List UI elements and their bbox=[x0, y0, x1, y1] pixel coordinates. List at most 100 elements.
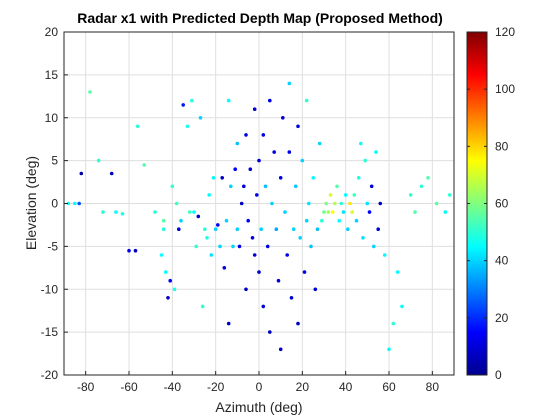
data-point bbox=[434, 201, 439, 206]
data-point bbox=[339, 201, 344, 206]
data-point bbox=[341, 210, 346, 214]
data-point bbox=[346, 227, 350, 231]
data-point bbox=[161, 227, 166, 231]
data-point bbox=[419, 184, 424, 189]
data-point bbox=[231, 244, 235, 249]
data-point bbox=[252, 107, 257, 111]
data-point bbox=[307, 201, 311, 206]
colorbar-tick-label: 100 bbox=[495, 82, 515, 96]
data-point bbox=[265, 244, 270, 249]
y-tick-label: -20 bbox=[41, 368, 59, 382]
data-point bbox=[233, 167, 237, 171]
data-point bbox=[263, 184, 268, 189]
colorbar-ticks: 0 20 40 60 80 100 120 bbox=[467, 25, 515, 382]
data-point bbox=[311, 176, 316, 180]
data-point bbox=[242, 184, 246, 189]
data-point bbox=[229, 184, 233, 189]
data-point bbox=[337, 218, 342, 223]
data-point bbox=[283, 210, 287, 214]
data-point bbox=[250, 236, 255, 240]
x-axis-label: Azimuth (deg) bbox=[215, 399, 302, 415]
y-axis-ticks: -20 -15 -10 -5 0 5 10 15 20 bbox=[41, 25, 68, 382]
data-point bbox=[326, 210, 331, 214]
data-point bbox=[367, 210, 372, 214]
data-point bbox=[335, 184, 339, 189]
data-point bbox=[207, 193, 211, 197]
colorbar-tick-label: 0 bbox=[495, 368, 502, 382]
chart-title: Radar x1 with Predicted Depth Map (Propo… bbox=[77, 10, 443, 26]
data-point bbox=[257, 158, 261, 163]
data-point bbox=[387, 347, 391, 352]
data-point bbox=[378, 201, 383, 206]
colorbar-tick-label: 60 bbox=[495, 197, 509, 211]
y-tick-label: -10 bbox=[41, 282, 59, 296]
data-point bbox=[66, 201, 71, 206]
data-point bbox=[198, 116, 203, 120]
colorbar-tick-label: 20 bbox=[495, 311, 509, 325]
data-point bbox=[190, 98, 194, 103]
data-point bbox=[343, 193, 348, 197]
data-point bbox=[289, 296, 294, 300]
data-point bbox=[181, 103, 185, 107]
x-tick-label: -40 bbox=[164, 380, 182, 394]
data-point bbox=[235, 141, 240, 146]
data-point bbox=[88, 90, 92, 94]
data-point bbox=[172, 287, 177, 292]
y-tick-label: 5 bbox=[51, 154, 58, 168]
data-point bbox=[354, 218, 359, 223]
data-point bbox=[177, 227, 181, 231]
data-point bbox=[391, 321, 396, 326]
data-point bbox=[142, 163, 146, 167]
colorbar-tick-label: 40 bbox=[495, 254, 509, 268]
data-point bbox=[365, 201, 370, 206]
data-point bbox=[300, 158, 305, 163]
data-point bbox=[226, 321, 231, 326]
data-point bbox=[291, 227, 296, 231]
x-tick-label: 20 bbox=[296, 380, 310, 394]
x-tick-label: -80 bbox=[77, 380, 95, 394]
data-point bbox=[376, 227, 381, 231]
data-point bbox=[194, 244, 198, 249]
data-point bbox=[309, 244, 313, 249]
data-point bbox=[226, 98, 231, 103]
data-point bbox=[363, 158, 368, 163]
data-point bbox=[372, 244, 376, 249]
data-point bbox=[400, 304, 404, 309]
data-point bbox=[216, 223, 220, 227]
data-point bbox=[322, 210, 326, 214]
data-point bbox=[350, 210, 355, 214]
data-point bbox=[408, 193, 413, 197]
data-point bbox=[259, 227, 264, 231]
data-point bbox=[237, 244, 242, 249]
data-point bbox=[294, 184, 298, 189]
data-point bbox=[304, 218, 309, 223]
data-point bbox=[296, 321, 300, 326]
data-point bbox=[268, 98, 272, 103]
data-point bbox=[382, 253, 387, 257]
x-tick-label: 0 bbox=[256, 380, 263, 394]
data-point bbox=[248, 167, 253, 171]
data-point bbox=[224, 218, 229, 223]
y-tick-label: 0 bbox=[51, 197, 58, 211]
data-point bbox=[257, 270, 261, 274]
data-point bbox=[369, 184, 374, 189]
y-tick-label: 10 bbox=[45, 111, 59, 125]
data-point bbox=[268, 330, 272, 334]
data-point bbox=[270, 201, 274, 206]
data-point bbox=[298, 236, 303, 240]
data-point bbox=[313, 287, 318, 292]
data-point bbox=[120, 212, 125, 216]
data-point bbox=[356, 176, 361, 180]
data-point bbox=[209, 253, 214, 257]
data-point bbox=[333, 201, 337, 206]
data-point bbox=[79, 171, 84, 176]
data-point bbox=[166, 296, 170, 300]
data-point bbox=[211, 176, 216, 180]
data-point bbox=[187, 210, 192, 214]
data-point bbox=[170, 184, 175, 189]
data-point bbox=[254, 193, 259, 197]
data-point bbox=[168, 278, 172, 283]
data-point bbox=[114, 210, 118, 214]
x-tick-label: 60 bbox=[382, 380, 396, 394]
